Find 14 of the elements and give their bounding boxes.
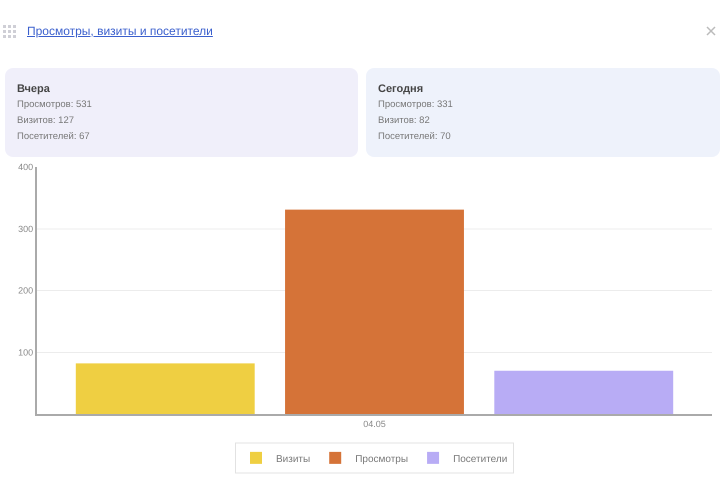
bar — [494, 370, 674, 414]
text: Вчера Просмотров: 531 Визитов: 127 Посетителей: 67 — [17, 82, 93, 144]
bar — [285, 210, 464, 414]
chart-title: Просмотры, визиты и посетители — [27, 24, 213, 38]
y-tick-label: 200 — [18, 286, 34, 296]
bar — [76, 363, 255, 414]
legend-label: Визиты — [276, 454, 310, 465]
y-tick-label: 300 — [18, 224, 34, 234]
legend-label: Посетители — [453, 454, 508, 465]
text: Сегодня Просмотров: 331 Визитов: 82 Посетителей: 70 — [378, 82, 454, 144]
y-tick-label: 400 — [18, 162, 34, 172]
legend-label: Просмотры — [355, 454, 408, 465]
y-tick-label: 100 — [18, 347, 34, 358]
x-tick-label: 04.05 — [363, 418, 386, 429]
